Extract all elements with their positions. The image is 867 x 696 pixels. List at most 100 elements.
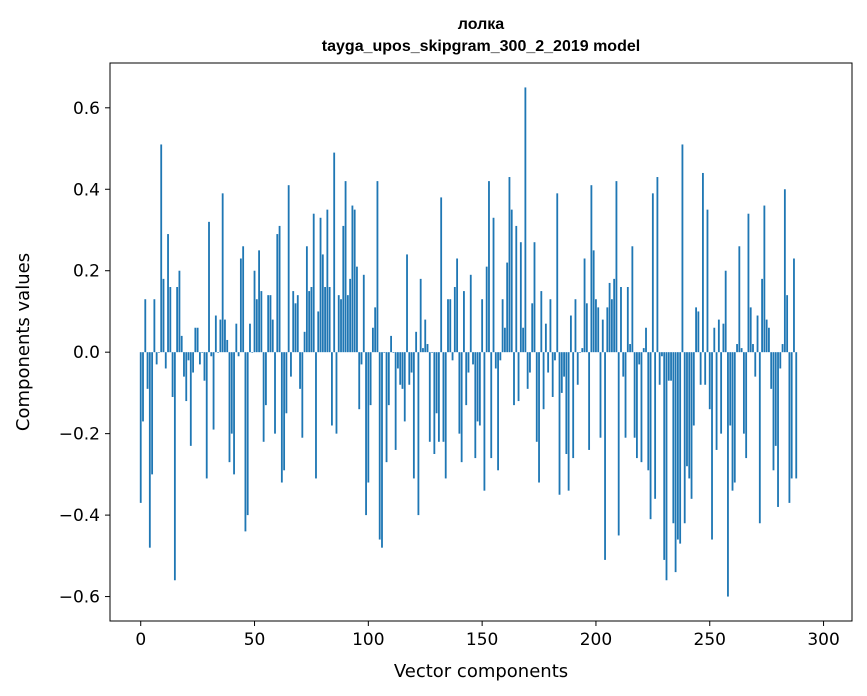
bar bbox=[649, 352, 652, 520]
bar bbox=[597, 307, 600, 353]
bar bbox=[608, 282, 611, 353]
bar bbox=[194, 327, 197, 353]
bar bbox=[251, 352, 254, 353]
bar bbox=[661, 352, 663, 357]
bar bbox=[169, 287, 172, 353]
bar bbox=[563, 352, 565, 377]
bar bbox=[688, 352, 691, 479]
bar bbox=[285, 352, 288, 414]
bar bbox=[205, 352, 208, 479]
bar bbox=[167, 234, 169, 353]
bar bbox=[249, 323, 251, 353]
bar bbox=[768, 327, 770, 353]
bar bbox=[613, 278, 616, 353]
x-axis-label: Vector components bbox=[394, 661, 568, 682]
bar bbox=[239, 258, 242, 353]
bar bbox=[262, 352, 265, 442]
bar bbox=[476, 352, 479, 422]
plot-frame bbox=[109, 62, 853, 622]
bar bbox=[631, 246, 634, 353]
bar bbox=[403, 352, 406, 422]
bar bbox=[777, 352, 779, 507]
bar bbox=[729, 352, 732, 426]
bar bbox=[763, 205, 766, 353]
bar bbox=[233, 352, 235, 475]
bar bbox=[756, 315, 759, 353]
bar bbox=[244, 352, 247, 532]
bar bbox=[255, 299, 258, 353]
bar bbox=[180, 335, 183, 353]
bar bbox=[567, 352, 570, 491]
bar bbox=[178, 270, 181, 353]
bar bbox=[636, 352, 638, 459]
bar bbox=[353, 209, 356, 353]
bar bbox=[752, 344, 754, 353]
bar bbox=[358, 352, 361, 410]
bar bbox=[210, 352, 213, 357]
bar bbox=[515, 225, 518, 353]
bar bbox=[786, 295, 789, 353]
bar bbox=[531, 303, 534, 353]
bar bbox=[517, 352, 520, 402]
bar bbox=[401, 352, 404, 389]
bar bbox=[374, 307, 377, 353]
bar bbox=[783, 189, 786, 353]
bar bbox=[492, 217, 495, 353]
bar bbox=[617, 352, 620, 536]
bar bbox=[681, 144, 684, 353]
bar bbox=[437, 352, 440, 442]
bar bbox=[287, 185, 290, 353]
bar bbox=[501, 299, 504, 353]
bar bbox=[788, 352, 791, 503]
bar bbox=[638, 352, 641, 365]
bar bbox=[463, 291, 465, 353]
bar bbox=[360, 352, 363, 365]
bar bbox=[569, 315, 572, 353]
bar bbox=[260, 291, 263, 353]
bar bbox=[276, 234, 279, 353]
bar bbox=[385, 352, 388, 463]
bar bbox=[214, 315, 217, 353]
bar bbox=[444, 352, 447, 479]
bar bbox=[351, 205, 354, 353]
bar bbox=[465, 352, 468, 406]
bar bbox=[371, 327, 374, 353]
bar bbox=[171, 352, 174, 397]
bar bbox=[460, 352, 463, 463]
bar bbox=[162, 278, 165, 353]
x-tick-label: 200 bbox=[580, 630, 612, 650]
bar bbox=[640, 352, 643, 463]
bar bbox=[381, 352, 383, 548]
bar bbox=[469, 274, 472, 353]
bar bbox=[556, 193, 559, 353]
y-axis-ticks: −0.6 −0.4 −0.2 0.0 0.2 0.4 0.6 bbox=[59, 99, 110, 608]
bar bbox=[312, 213, 315, 353]
bar bbox=[412, 352, 415, 479]
bar bbox=[242, 246, 245, 353]
bar bbox=[761, 278, 763, 353]
bar bbox=[365, 352, 367, 516]
y-tick-label: 0.4 bbox=[73, 180, 100, 200]
bar bbox=[474, 352, 477, 459]
bar bbox=[265, 352, 267, 406]
bar bbox=[392, 352, 395, 353]
bar bbox=[690, 352, 693, 499]
bar bbox=[196, 327, 199, 353]
bar bbox=[151, 352, 154, 475]
bar bbox=[733, 352, 736, 483]
bar bbox=[676, 352, 679, 540]
bar bbox=[731, 352, 734, 491]
bar bbox=[274, 352, 276, 434]
bar bbox=[424, 319, 427, 353]
bar bbox=[667, 352, 670, 381]
bar bbox=[153, 299, 156, 353]
bar bbox=[317, 311, 320, 353]
bar bbox=[185, 352, 188, 402]
bar bbox=[269, 295, 272, 353]
bar bbox=[506, 262, 509, 353]
bar bbox=[164, 352, 167, 369]
bar bbox=[399, 352, 402, 385]
bar bbox=[440, 197, 443, 353]
bar bbox=[774, 352, 777, 446]
x-tick-label: 50 bbox=[244, 630, 266, 650]
